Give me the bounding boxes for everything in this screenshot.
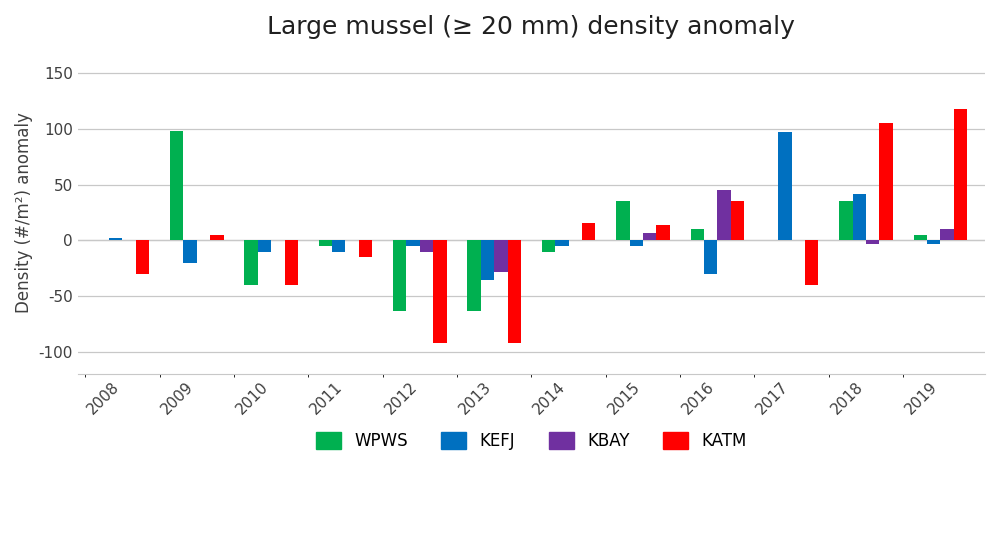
Bar — [210, 235, 224, 240]
Bar — [433, 240, 447, 343]
Bar — [630, 240, 643, 246]
Bar — [879, 123, 893, 240]
Bar — [954, 109, 967, 240]
Y-axis label: Density (#/m²) anomaly: Density (#/m²) anomaly — [15, 112, 33, 313]
Bar — [805, 240, 818, 285]
Bar — [332, 240, 345, 252]
Title: Large mussel (≥ 20 mm) density anomaly: Large mussel (≥ 20 mm) density anomaly — [267, 15, 795, 39]
Bar — [109, 238, 122, 240]
Bar — [285, 240, 298, 285]
Bar — [704, 240, 717, 274]
Bar — [183, 240, 197, 263]
Bar — [839, 201, 853, 240]
Bar — [555, 240, 569, 246]
Bar — [914, 235, 927, 240]
Bar — [542, 240, 555, 252]
Bar — [420, 240, 433, 252]
Bar — [940, 229, 954, 240]
Bar — [244, 240, 258, 285]
Bar — [643, 233, 656, 240]
Bar — [406, 240, 420, 246]
Bar — [319, 240, 332, 246]
Bar — [136, 240, 149, 274]
Bar — [717, 190, 731, 240]
Bar — [927, 240, 940, 244]
Legend: WPWS, KEFJ, KBAY, KATM: WPWS, KEFJ, KBAY, KATM — [309, 425, 753, 457]
Bar — [778, 132, 792, 240]
Bar — [258, 240, 271, 252]
Bar — [731, 201, 744, 240]
Bar — [616, 201, 630, 240]
Bar — [853, 194, 866, 240]
Bar — [582, 222, 595, 240]
Bar — [866, 240, 879, 244]
Bar — [481, 240, 494, 280]
Bar — [359, 240, 372, 257]
Bar — [494, 240, 508, 272]
Bar — [467, 240, 481, 311]
Bar — [393, 240, 406, 311]
Bar — [656, 225, 670, 240]
Bar — [170, 131, 183, 240]
Bar — [691, 229, 704, 240]
Bar — [508, 240, 521, 343]
